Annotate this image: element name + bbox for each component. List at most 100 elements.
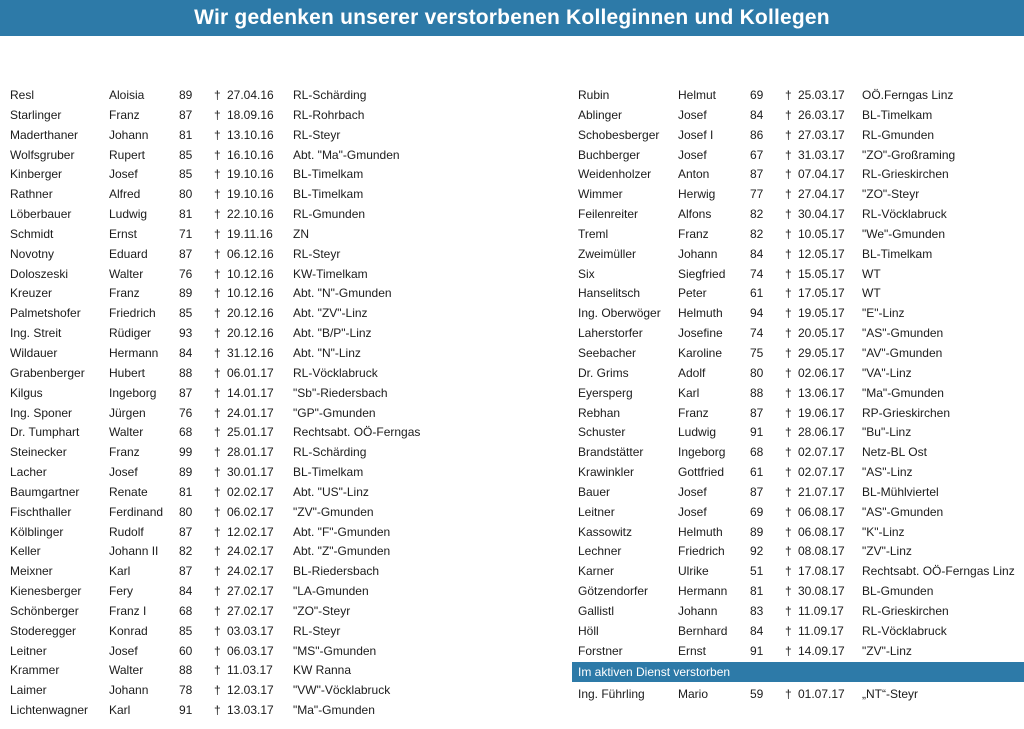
age: 87 <box>179 107 193 122</box>
last-name: Steinecker <box>10 445 67 460</box>
department: "AV"-Gmunden <box>862 345 943 360</box>
last-name: Kilgus <box>10 385 43 400</box>
death-date: 27.02.17 <box>227 603 274 618</box>
first-name: Rudolf <box>109 524 144 539</box>
list-item: Laimer Johann 78 † 12.03.17 "VW"-Vöcklabruck <box>10 681 558 701</box>
list-item: Feilenreiter Alfons 82 † 30.04.17 RL-Vöcklabr… <box>578 205 1022 225</box>
first-name: Jürgen <box>109 405 146 420</box>
cross-icon: † <box>214 365 221 380</box>
department: Abt. "B/P"-Linz <box>293 326 372 341</box>
department: RL-Grieskirchen <box>862 603 949 618</box>
death-date: 10.12.16 <box>227 266 274 281</box>
age: 84 <box>179 345 193 360</box>
list-item: Zweimüller Johann 84 † 12.05.17 BL-Timelkam <box>578 245 1022 265</box>
age: 60 <box>179 643 193 658</box>
first-name: Alfred <box>109 187 141 202</box>
department: Abt. "N"-Linz <box>293 345 361 360</box>
death-date: 27.03.17 <box>798 127 845 142</box>
age: 89 <box>179 465 193 480</box>
first-name: Hermann <box>109 345 159 360</box>
first-name: Walter <box>109 663 144 678</box>
age: 80 <box>179 504 193 519</box>
death-date: 06.01.17 <box>227 365 274 380</box>
death-date: 02.07.17 <box>798 465 845 480</box>
death-date: 24.01.17 <box>227 405 274 420</box>
last-name: Rubin <box>578 88 610 102</box>
last-name: Rathner <box>10 187 53 202</box>
cross-icon: † <box>785 127 792 142</box>
age: 74 <box>750 326 764 341</box>
last-name: Schönberger <box>10 603 79 618</box>
age: 91 <box>179 703 193 718</box>
last-name: Brandstätter <box>578 445 644 460</box>
age: 76 <box>179 405 193 420</box>
list-item: Gallistl Johann 83 † 11.09.17 RL-Grieskirchen <box>578 602 1022 622</box>
cross-icon: † <box>785 584 792 599</box>
department: RL-Gmunden <box>862 127 935 142</box>
death-date: 30.08.17 <box>798 584 845 599</box>
age: 87 <box>179 246 193 261</box>
death-date: 30.04.17 <box>798 207 845 222</box>
age: 87 <box>179 564 193 579</box>
first-name: Rupert <box>109 147 146 162</box>
age: 82 <box>750 226 764 241</box>
cross-icon: † <box>214 405 221 420</box>
death-date: 02.02.17 <box>227 484 274 499</box>
cross-icon: † <box>214 425 221 440</box>
cross-icon: † <box>785 445 792 460</box>
last-name: Stoderegger <box>10 623 77 638</box>
list-item: Rathner Alfred 80 † 19.10.16 BL-Timelkam <box>10 185 558 205</box>
first-name: Josef <box>678 484 707 499</box>
last-name: Maderthaner <box>10 127 79 142</box>
death-date: 06.08.17 <box>798 504 845 519</box>
age: 82 <box>750 207 764 222</box>
list-item: Doloszeski Walter 76 † 10.12.16 KW-Timelkam <box>10 265 558 285</box>
cross-icon: † <box>214 385 221 400</box>
department: RL-Vöcklabruck <box>293 365 378 380</box>
last-name: Kinberger <box>10 167 63 182</box>
first-name: Helmuth <box>678 524 723 539</box>
death-date: 20.12.16 <box>227 326 274 341</box>
age: 80 <box>750 365 764 380</box>
age: 88 <box>179 365 193 380</box>
page-title: Wir gedenken unserer verstorbenen Kolleg… <box>194 6 830 29</box>
death-date: 11.09.17 <box>798 623 844 638</box>
department: BL-Riedersbach <box>293 564 380 579</box>
first-name: Rüdiger <box>109 326 152 341</box>
list-item: Leitner Josef 60 † 06.03.17 "MS"-Gmunden <box>10 642 558 662</box>
list-item: Meixner Karl 87 † 24.02.17 BL-Riedersbach <box>10 562 558 582</box>
first-name: Karoline <box>678 345 723 360</box>
first-name: Josef <box>678 147 707 162</box>
last-name: Ing. Oberwöger <box>578 306 661 321</box>
first-name: Johann <box>109 683 149 698</box>
department: "Bu"-Linz <box>862 425 912 440</box>
death-date: 30.01.17 <box>227 465 274 480</box>
first-name: Renate <box>109 484 148 499</box>
age: 87 <box>750 484 764 499</box>
cross-icon: † <box>214 623 221 638</box>
first-name: Karl <box>109 703 131 718</box>
last-name: Leitner <box>10 643 47 658</box>
list-item: Forstner Ernst 91 † 14.09.17 "ZV"-Linz <box>578 642 1022 662</box>
last-name: Laimer <box>10 683 47 698</box>
last-name: Wildauer <box>10 345 58 360</box>
age: 93 <box>179 326 193 341</box>
age: 84 <box>750 107 764 122</box>
last-name: Eyersperg <box>578 385 633 400</box>
death-date: 31.03.17 <box>798 147 845 162</box>
department: Abt. "ZV"-Linz <box>293 306 368 321</box>
death-date: 14.09.17 <box>798 643 845 658</box>
first-name: Ulrike <box>678 564 709 579</box>
list-item: Eyersperg Karl 88 † 13.06.17 "Ma"-Gmunden <box>578 384 1022 404</box>
age: 76 <box>179 266 193 281</box>
last-name: Palmetshofer <box>10 306 81 321</box>
cross-icon: † <box>214 703 221 718</box>
list-item: Hanselitsch Peter 61 † 17.05.17 WT <box>578 284 1022 304</box>
death-date: 15.05.17 <box>798 266 845 281</box>
department: Abt. "Z"-Gmunden <box>293 544 391 559</box>
cross-icon: † <box>785 266 792 281</box>
last-name: Feilenreiter <box>578 207 639 222</box>
department: RL-Steyr <box>293 623 341 638</box>
department: "ZO"-Steyr <box>862 187 920 202</box>
section-heading-active-service: Im aktiven Dienst verstorben <box>572 662 1024 683</box>
